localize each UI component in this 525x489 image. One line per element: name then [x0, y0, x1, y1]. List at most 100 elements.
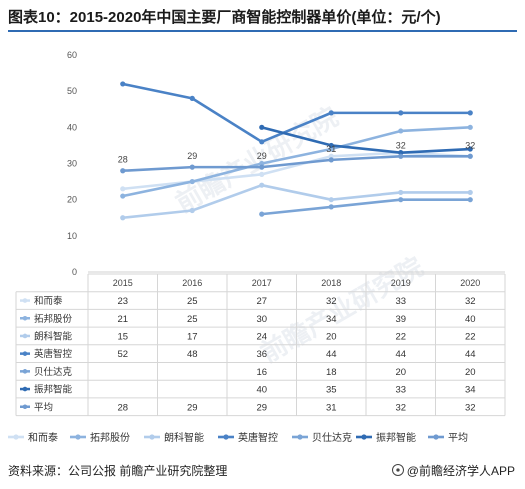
brand-credit: @前瞻经济学人APP [391, 462, 515, 479]
table-cell: 32 [395, 402, 406, 413]
table-series-label: 振邦智能 [34, 384, 73, 396]
table-cell: 18 [326, 367, 337, 378]
data-point [328, 146, 334, 152]
x-tick-label: 2019 [391, 278, 411, 288]
table-cell: 33 [395, 296, 406, 307]
y-tick-label: 40 [67, 122, 77, 132]
table-cell: 44 [395, 349, 406, 360]
table-cell: 32 [326, 296, 337, 307]
data-label: 29 [187, 151, 197, 161]
y-tick-label: 0 [72, 267, 77, 277]
legend-marker [361, 434, 367, 440]
data-label: 29 [257, 151, 267, 161]
data-point [189, 178, 195, 185]
table-cell: 20 [465, 367, 476, 378]
table-legend-marker [22, 404, 28, 410]
legend-label: 朗科智能 [164, 431, 204, 444]
table-cell: 52 [117, 349, 128, 360]
legend-label: 拓邦股份 [90, 431, 130, 444]
data-label: 28 [118, 155, 128, 165]
x-tick-label: 2017 [252, 278, 272, 288]
data-point [259, 160, 265, 167]
data-point [398, 153, 404, 159]
table-cell: 23 [117, 296, 128, 307]
x-tick-label: 2015 [113, 278, 133, 288]
y-tick-label: 10 [67, 231, 77, 241]
table-legend-marker [22, 315, 28, 321]
legend-label: 英唐智控 [238, 431, 278, 444]
series-line-2 [121, 126, 472, 198]
data-point [259, 124, 265, 130]
table-series-label: 贝仕达克 [34, 366, 73, 378]
data-point [398, 189, 404, 196]
legend-label: 和而泰 [28, 431, 58, 444]
table-cell: 25 [187, 296, 198, 307]
legend-label: 平均 [448, 432, 468, 444]
table-legend-marker [22, 386, 28, 392]
data-point [328, 157, 334, 163]
data-label: 31 [326, 144, 336, 154]
legend-label: 贝仕达克 [312, 431, 352, 444]
x-tick-label: 2016 [182, 278, 202, 288]
data-point [467, 146, 473, 152]
data-point [467, 153, 473, 159]
table-cell: 44 [326, 349, 337, 360]
x-tick-label: 2018 [321, 278, 341, 288]
table-series-label: 拓邦股份 [34, 313, 73, 325]
data-point [328, 204, 334, 210]
series-line-5 [260, 198, 472, 216]
data-point [259, 211, 265, 217]
data-point [398, 150, 404, 156]
table-cell: 20 [395, 367, 406, 378]
table-cell: 16 [256, 367, 267, 378]
table-cell: 29 [187, 402, 198, 413]
x-tick-label: 2020 [460, 278, 480, 288]
table-cell: 39 [395, 314, 406, 325]
table-cell: 32 [465, 402, 476, 413]
table-cell: 27 [256, 296, 267, 307]
data-point [189, 95, 195, 101]
series-line-6 [260, 126, 472, 154]
table-series-label: 平均 [34, 401, 53, 413]
brand-text: @前瞻经济学人APP [406, 464, 515, 478]
table-cell: 48 [187, 349, 198, 360]
source-note: 资料来源：公司公报 前瞻产业研究院整理 [8, 464, 228, 478]
data-point [120, 193, 126, 199]
data-point [120, 168, 126, 174]
y-tick-label: 50 [67, 86, 77, 96]
table-legend-marker [22, 298, 28, 303]
data-label: 32 [396, 140, 406, 150]
table-cell: 32 [465, 296, 476, 307]
legend-marker [433, 434, 439, 440]
legend-marker [75, 434, 81, 440]
table-legend-marker [22, 333, 28, 339]
table-cell: 40 [465, 314, 476, 325]
table-cell: 30 [256, 314, 267, 325]
legend-marker [297, 434, 303, 440]
table-cell: 44 [465, 349, 476, 360]
data-point [120, 186, 126, 192]
data-point [259, 171, 265, 177]
data-point [189, 164, 195, 170]
data-point [259, 182, 265, 188]
table-cell: 31 [326, 402, 337, 413]
series-line-4 [121, 82, 472, 144]
table-legend-marker [22, 351, 28, 356]
table-cell: 36 [256, 349, 267, 360]
table-cell: 21 [117, 314, 128, 325]
y-tick-label: 20 [67, 195, 77, 205]
table-cell: 20 [326, 331, 337, 342]
series-line-3 [121, 183, 472, 220]
data-point [398, 128, 404, 134]
table-series-label: 英唐智控 [34, 348, 73, 360]
table-cell: 22 [395, 331, 406, 342]
data-point [120, 81, 126, 87]
table-cell: 24 [256, 331, 267, 342]
data-point [467, 189, 473, 196]
data-label: 32 [465, 140, 475, 150]
table-cell: 29 [256, 402, 267, 413]
series-line-7 [121, 154, 472, 173]
series-line-1 [121, 151, 472, 191]
data-point [259, 139, 265, 145]
table-cell: 34 [326, 314, 337, 325]
